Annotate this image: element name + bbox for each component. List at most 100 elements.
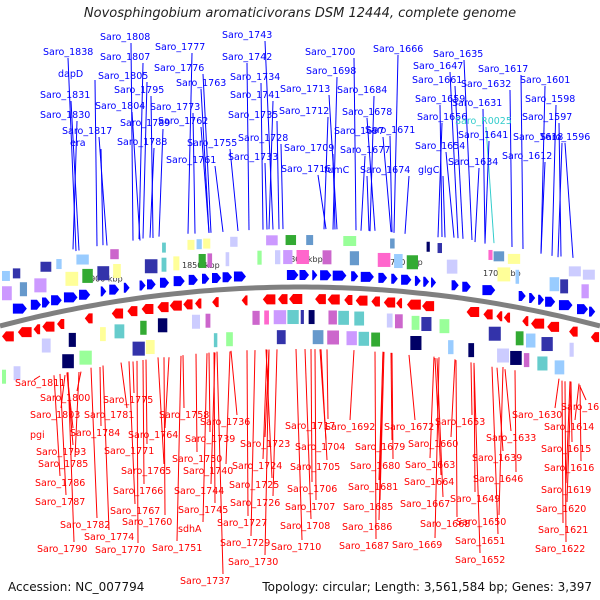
forward-gene-leader: [150, 95, 154, 239]
reverse-gene-leader: [230, 350, 238, 416]
forward-gene-label: Saro_1741: [230, 90, 280, 101]
forward-gene-label: Saro_1735: [228, 110, 278, 121]
reverse-gene-leader: [564, 381, 567, 543]
annotation-block-reverse: [140, 320, 147, 335]
reverse-gene-label: Saro_1784: [70, 428, 120, 439]
forward-gene-arrow: [146, 279, 156, 290]
reverse-gene-leader: [378, 351, 384, 521]
reverse-gene-arrow: [466, 306, 480, 317]
forward-gene-leader: [94, 79, 98, 247]
annotation-block-forward: [377, 252, 391, 267]
forward-gene-leader: [520, 74, 524, 250]
reverse-gene-leader: [74, 371, 80, 458]
reverse-gene-leader: [246, 350, 249, 517]
forward-gene-arrow: [188, 274, 198, 285]
forward-gene-label: era: [70, 138, 86, 149]
forward-gene-label: Saro_1713: [280, 84, 330, 95]
annotation-block-forward-outer: [507, 253, 521, 264]
reverse-gene-leader: [145, 359, 148, 445]
forward-gene-leader: [264, 40, 274, 230]
forward-gene-label: Saro_1678: [342, 107, 392, 118]
forward-gene-leader: [540, 161, 546, 254]
forward-gene-arrow: [212, 272, 222, 283]
annotation-block-forward: [296, 250, 309, 265]
forward-gene-label: Saro_1618: [513, 132, 563, 143]
annotation-block-forward: [394, 254, 403, 269]
forward-gene-label: Saro_1728: [238, 133, 288, 144]
reverse-gene-leader: [262, 349, 268, 460]
forward-gene-leader: [454, 85, 464, 239]
forward-gene-label: Saro_1631: [452, 98, 502, 109]
reverse-gene-arrow: [84, 313, 93, 324]
annotation-block-forward: [257, 250, 262, 265]
annotation-block-reverse-inner: [497, 348, 510, 363]
reverse-gene-arrow: [531, 318, 545, 329]
forward-gene-arrow: [63, 292, 78, 303]
forward-gene-leader: [509, 89, 513, 248]
annotation-block-forward: [322, 250, 332, 265]
forward-gene-leader: [564, 142, 574, 258]
forward-gene-label: Saro_1656: [417, 112, 467, 123]
annotation-block-reverse: [205, 313, 211, 328]
forward-gene-label: Saro_1612: [502, 151, 552, 162]
reverse-gene-arrow: [569, 326, 578, 337]
reverse-gene-leader: [455, 360, 458, 518]
forward-gene-leader: [437, 122, 443, 238]
forward-gene-label: Saro_1831: [40, 90, 90, 101]
forward-gene-label: Saro_1788: [117, 137, 167, 148]
reverse-gene-leader: [408, 354, 416, 421]
annotation-block-reverse-inner: [276, 330, 286, 345]
forward-gene-label: Saro_1661: [412, 75, 462, 86]
forward-gene-arrow: [159, 277, 170, 288]
reverse-gene-label: Saro_1669: [392, 540, 442, 551]
reverse-gene-leader: [434, 357, 440, 539]
reverse-gene-label: Saro_1736: [200, 417, 250, 428]
annotation-block-reverse: [411, 315, 420, 330]
reverse-gene-arrow: [590, 332, 600, 343]
reverse-gene-leader: [554, 378, 560, 409]
annotation-block-forward-outer: [2, 270, 10, 281]
annotation-block-forward: [19, 282, 28, 297]
reverse-gene-label: Saro_1724: [232, 461, 282, 472]
reverse-gene-arrow: [278, 294, 288, 305]
reverse-gene-arrow: [157, 302, 169, 313]
annotation-block-reverse: [328, 310, 337, 325]
forward-gene-arrow: [431, 277, 437, 288]
reverse-gene-label: Saro_1706: [287, 484, 337, 495]
annotation-block-forward: [581, 284, 589, 299]
annotation-block-forward-outer: [187, 239, 195, 250]
annotation-block-reverse: [386, 313, 393, 328]
annotation-block-reverse-inner: [145, 340, 155, 355]
forward-gene-leader: [360, 155, 366, 231]
reverse-gene-leader: [265, 349, 273, 479]
annotation-block-reverse: [394, 314, 403, 329]
reverse-gene-arrow: [33, 324, 41, 335]
reverse-gene-label: Saro_1668: [420, 519, 470, 530]
forward-gene-leader: [389, 135, 393, 233]
reverse-gene-label: Saro_1710: [271, 542, 321, 553]
reverse-gene-arrow: [355, 295, 368, 306]
forward-gene-leader: [332, 153, 336, 230]
reverse-gene-leader: [195, 353, 198, 453]
reverse-gene-label: Saro_1727: [217, 518, 267, 529]
reverse-gene-arrow: [406, 299, 421, 310]
forward-gene-leader: [474, 167, 480, 243]
reverse-gene-leader: [202, 353, 208, 523]
reverse-gene-arrow: [422, 301, 435, 312]
reverse-gene-leader: [579, 386, 587, 401]
annotation-block-forward-outer: [266, 235, 278, 246]
annotation-block-forward-outer: [56, 259, 62, 270]
forward-gene-label: glgC: [418, 165, 440, 176]
annotation-block-reverse: [300, 310, 304, 325]
annotation-block-forward-outer: [390, 238, 395, 249]
reverse-gene-label: Saro_1787: [35, 497, 85, 508]
forward-gene-leader: [142, 81, 148, 239]
forward-gene-label: Saro_1617: [478, 64, 528, 75]
forward-gene-leader: [260, 82, 264, 230]
forward-gene-arrow: [414, 275, 421, 286]
reverse-gene-label: Saro_1717: [285, 421, 335, 432]
reverse-gene-leader: [570, 382, 573, 443]
annotation-block-reverse: [273, 310, 287, 325]
reverse-gene-arrow: [57, 318, 65, 329]
